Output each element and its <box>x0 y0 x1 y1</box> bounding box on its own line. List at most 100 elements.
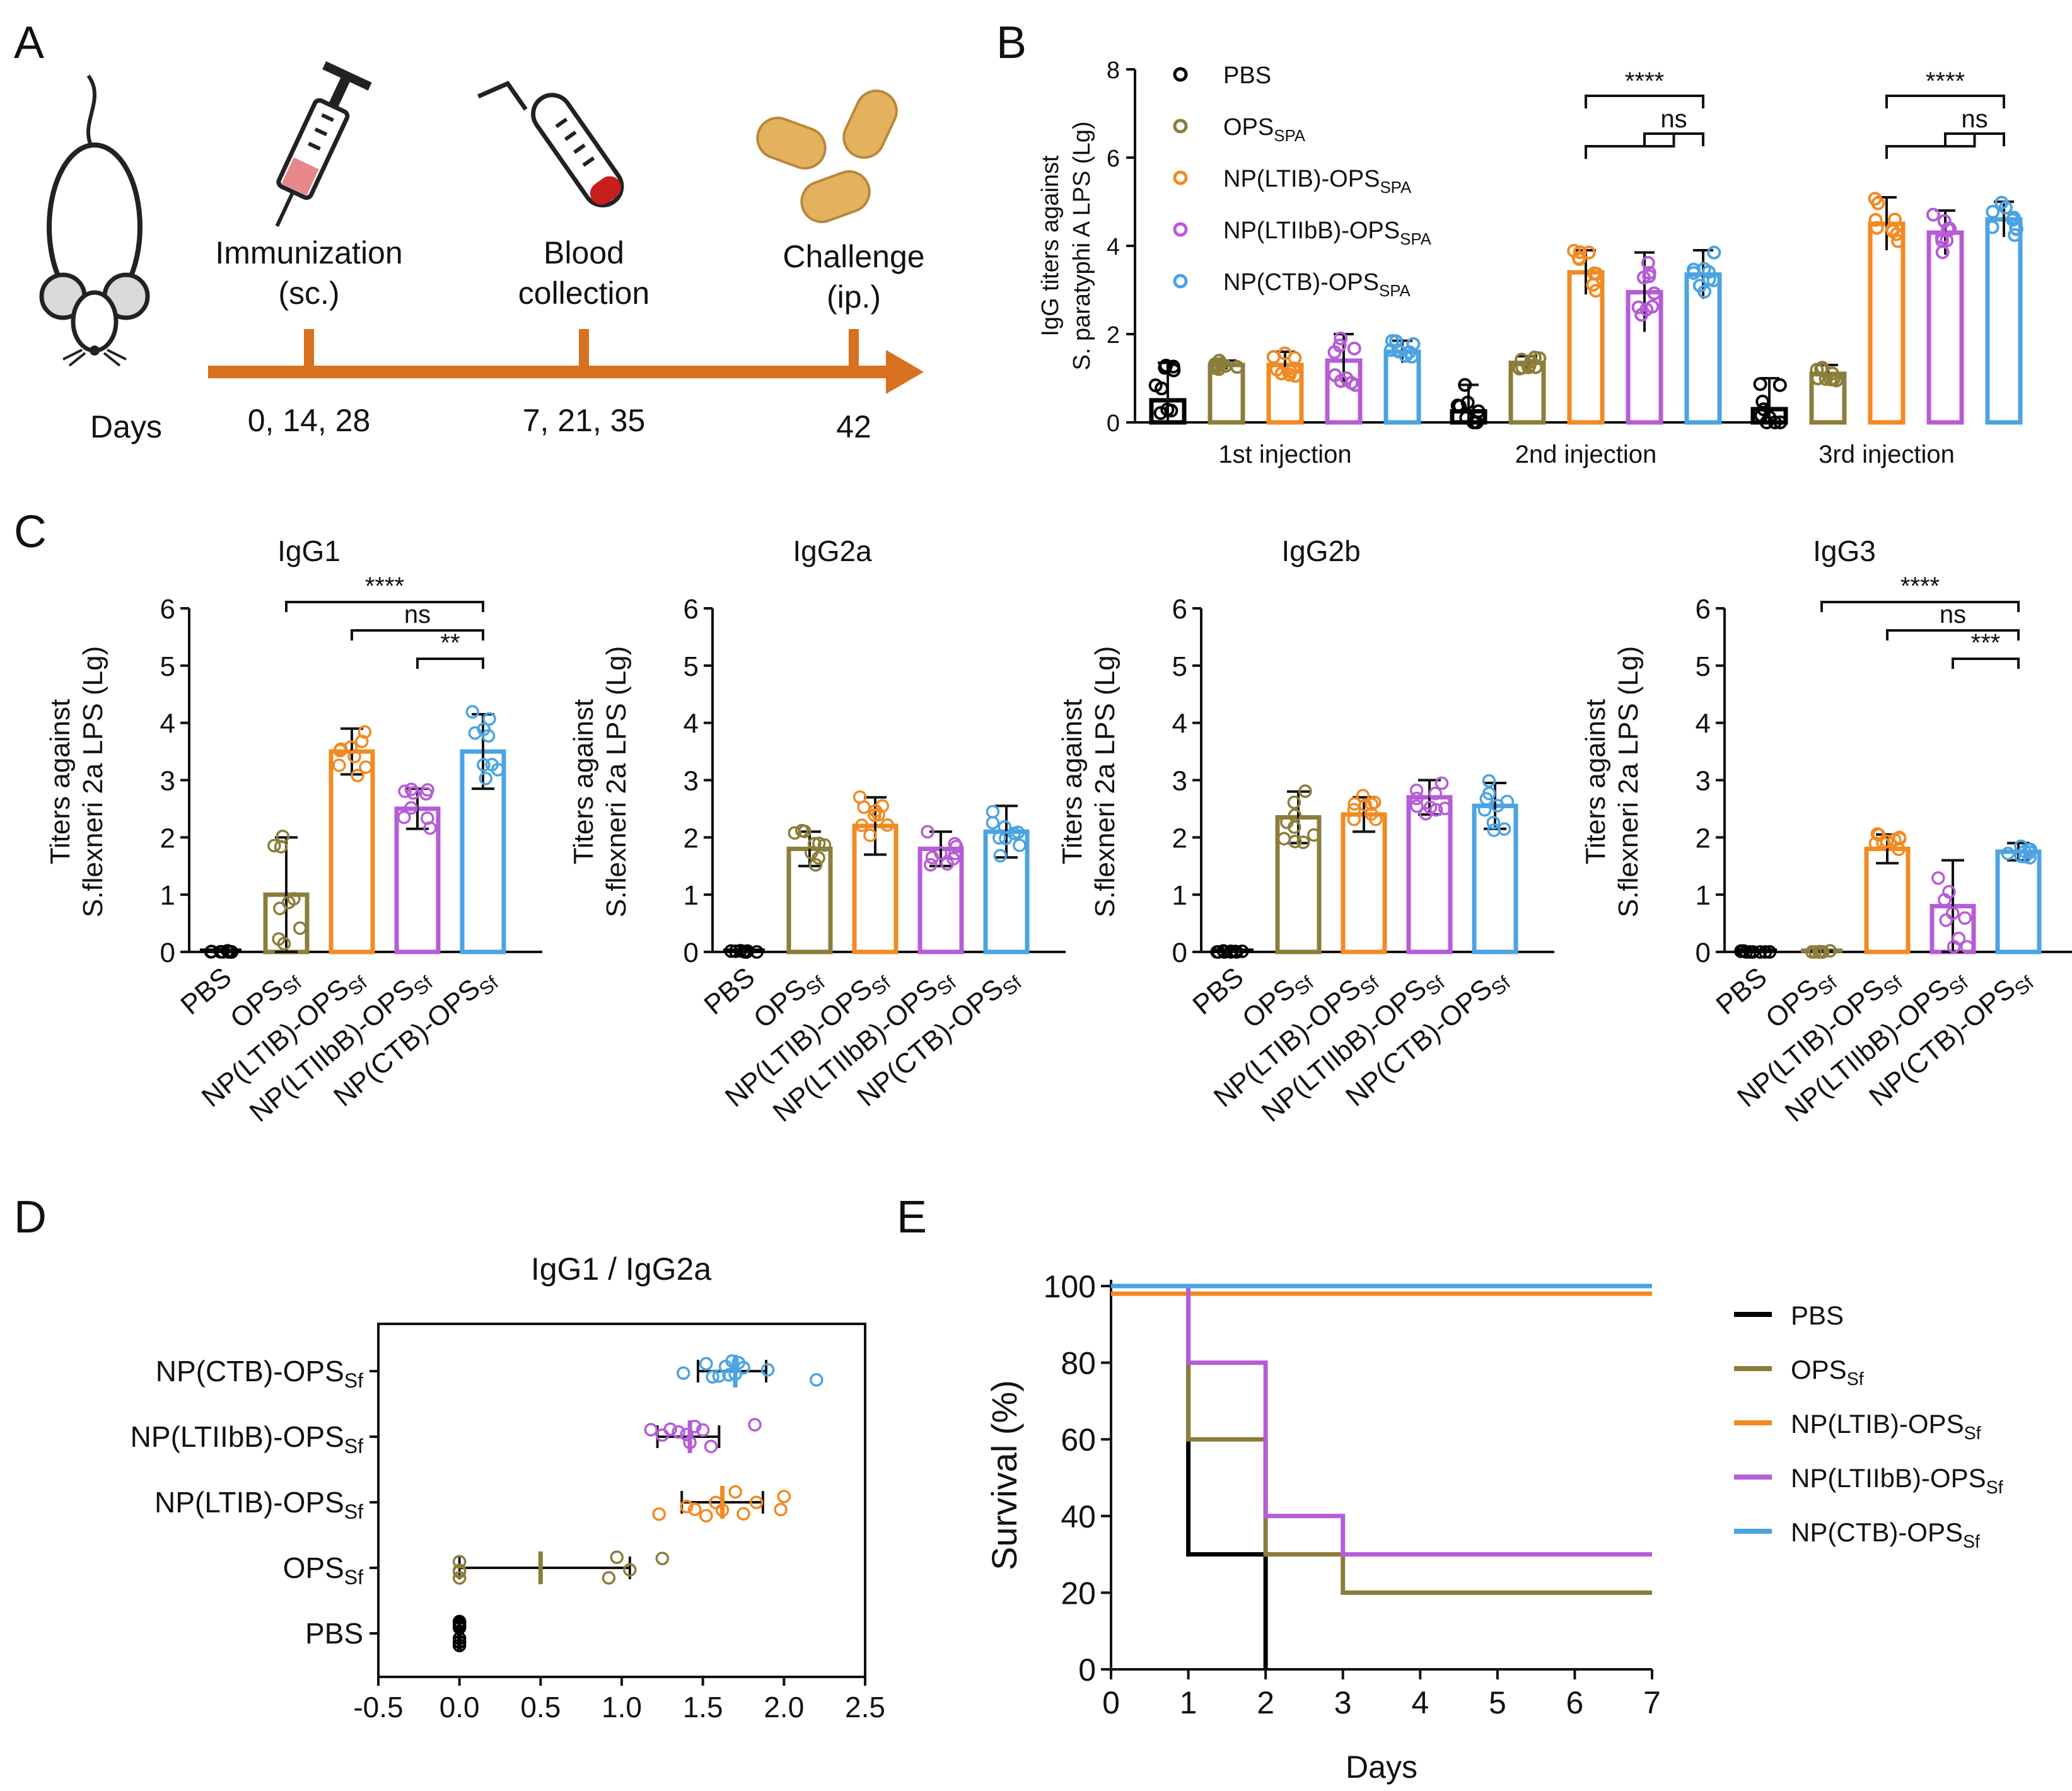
panel-letter-e: E <box>897 1192 927 1243</box>
data-point <box>1482 786 1496 801</box>
data-point <box>1296 835 1310 849</box>
significance-bracket <box>1885 134 1976 159</box>
data-point <box>986 816 1000 830</box>
panel-d-ratio-chart: IgG1 / IgG2a -0.5 0.0 0.5 1.0 1.5 2.0 2.5 NP(CTB… <box>131 1251 885 1724</box>
data-point <box>1497 822 1511 836</box>
panel-c-igg2a-chart: IgG2a 0 1 2 3 4 5 6 Titers against S.flexneri 2a … <box>568 535 1066 1128</box>
data-point <box>934 846 948 861</box>
data-point <box>1458 378 1472 392</box>
data-point <box>1347 803 1361 817</box>
data-point <box>267 838 281 853</box>
data-point <box>1958 911 1972 925</box>
data-point <box>1937 214 1952 228</box>
data-point <box>1739 945 1754 959</box>
data-point <box>1164 403 1179 418</box>
data-point <box>1891 234 1906 248</box>
data-point <box>760 1363 775 1377</box>
legend-label-subscript: Sf <box>1964 1423 1981 1444</box>
data-point <box>644 1423 658 1437</box>
data-point <box>1758 945 1772 959</box>
data-point <box>880 818 895 832</box>
data-point <box>993 849 1008 863</box>
data-point <box>1288 369 1302 383</box>
data-point <box>1211 945 1226 959</box>
x-tick-label: 1.5 <box>683 1691 723 1724</box>
data-point <box>722 1368 736 1382</box>
data-point <box>736 1507 750 1521</box>
legend-label-base: NP(LTIIbB)-OPS <box>1791 1463 1986 1493</box>
significance-bracket <box>1886 629 2020 640</box>
data-point <box>1573 245 1587 260</box>
y-tick-label: 6 <box>1107 146 1120 172</box>
data-point <box>1148 378 1163 393</box>
legend-label: NP(LTIB)-OPSSf <box>1791 1409 1981 1444</box>
data-point <box>1266 350 1281 364</box>
x-tick-label: -0.5 <box>353 1691 403 1724</box>
data-point <box>728 1485 742 1499</box>
y-tick-label: 2 <box>684 823 699 854</box>
legend-label-subscript: SPA <box>1274 127 1306 145</box>
y-tick-label: 0 <box>160 937 175 968</box>
data-point <box>351 768 364 782</box>
timeline-label-challenge: Challenge <box>783 239 924 274</box>
significance-bracket <box>1820 601 2020 612</box>
y-tick-label: 80 <box>1061 1346 1096 1381</box>
data-point <box>1754 409 1769 423</box>
data-point <box>344 740 358 754</box>
data-point <box>1429 803 1443 817</box>
y-tick-label: 5 <box>160 651 175 682</box>
legend-label: NP(CTB)-OPSSf <box>1791 1517 1980 1552</box>
data-point <box>452 1555 467 1569</box>
significance-bracket <box>1952 658 2020 669</box>
data-point <box>1757 402 1771 417</box>
data-point <box>1707 245 1721 260</box>
y-tick-label: 1 <box>160 880 175 911</box>
legend-label: NP(LTIIbB)-OPSSf <box>1791 1463 2003 1498</box>
data-point <box>452 1616 467 1631</box>
timeline-label-immunization: Immunization <box>215 235 402 270</box>
legend-marker <box>1173 119 1188 134</box>
legend-label-base: NP(CTB)-OPS <box>1223 269 1379 296</box>
legend-marker <box>1173 67 1188 82</box>
data-point <box>774 1502 788 1517</box>
data-point <box>1815 361 1829 375</box>
significance-bracket <box>416 658 484 669</box>
y-tick-label: 5 <box>1696 651 1711 682</box>
bar <box>1868 221 1906 425</box>
data-point <box>680 1500 694 1514</box>
timeline-tick-2 <box>579 329 589 372</box>
legend-label: NP(LTIB)-OPSSPA <box>1223 166 1412 197</box>
plot-frame <box>377 1323 866 1678</box>
data-point <box>1356 789 1370 803</box>
panel-letter-d: D <box>14 1192 47 1243</box>
data-point <box>808 858 823 872</box>
legend-label-subscript: SPA <box>1380 179 1412 197</box>
data-point <box>1706 273 1721 287</box>
data-point <box>452 1571 467 1585</box>
y-tick-label: 20 <box>1061 1575 1096 1611</box>
y-tick-label: 0 <box>1172 937 1187 968</box>
legend-label-base: OPS <box>1223 114 1274 141</box>
data-point <box>706 1370 719 1384</box>
data-point <box>1587 266 1602 281</box>
syringe-icon <box>275 61 372 228</box>
data-point <box>704 1439 718 1454</box>
y-tick-label: 2 <box>1696 823 1711 854</box>
data-point <box>788 826 802 840</box>
legend-label-base: NP(LTIB)-OPS <box>1223 166 1380 192</box>
data-point <box>699 1509 713 1523</box>
data-point <box>1358 798 1372 812</box>
significance-bracket <box>1585 95 1704 108</box>
legend-label-base: NP(LTIIbB)-OPS <box>1223 217 1400 244</box>
data-point <box>1692 279 1707 293</box>
data-point <box>2006 211 2021 225</box>
y-axis-label-line1: Titers against <box>45 699 76 864</box>
panel-letter-a: A <box>14 18 44 68</box>
timeline-sub-immunization: (sc.) <box>278 275 339 311</box>
data-point <box>397 810 411 825</box>
legend-label: PBS <box>1223 62 1271 89</box>
data-point <box>1230 945 1244 959</box>
data-point <box>921 825 934 839</box>
data-point <box>1734 944 1748 958</box>
data-point <box>1013 838 1027 852</box>
